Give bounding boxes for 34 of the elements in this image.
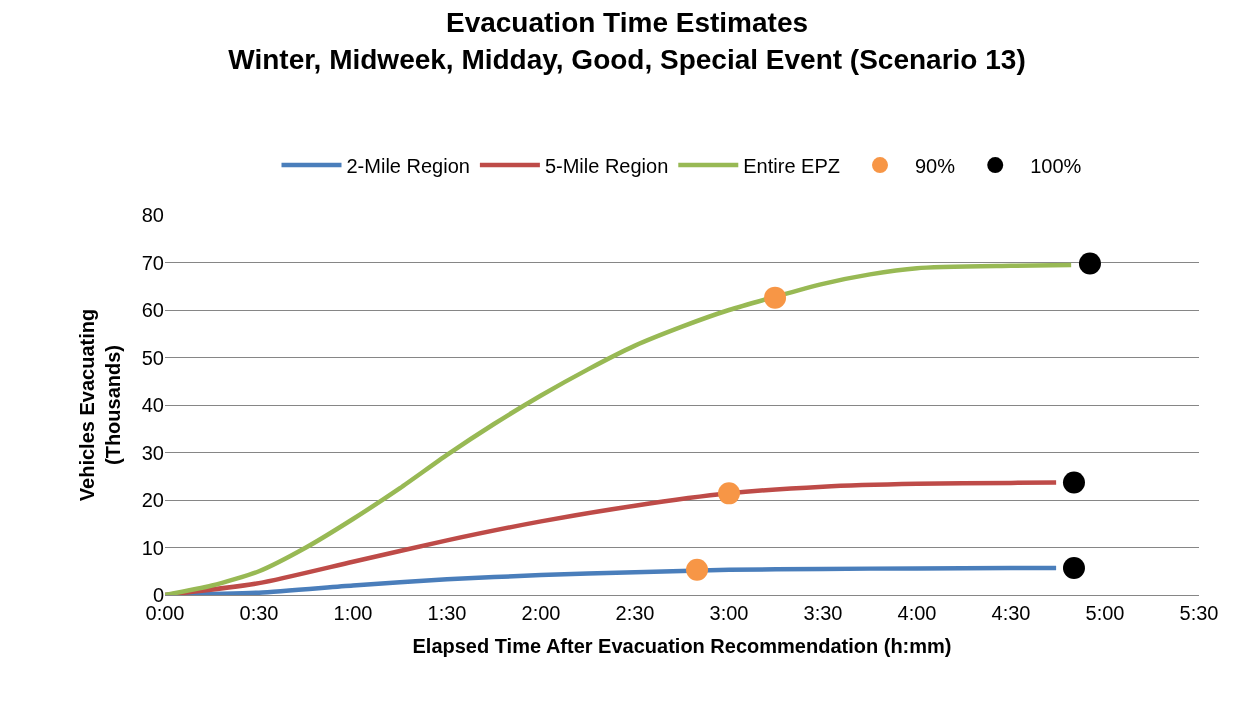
legend-label: 5-Mile Region <box>544 154 669 177</box>
y-tick-label: 30 <box>141 441 164 464</box>
y-tick-label: 80 <box>141 204 164 226</box>
legend-label: 100% <box>1030 154 1082 177</box>
x-tick-label: 0:30 <box>239 602 279 624</box>
x-tick-label: 2:30 <box>615 602 655 624</box>
point <box>1062 556 1085 579</box>
legend-label: Entire EPZ <box>743 154 840 177</box>
point <box>1078 252 1101 275</box>
legend-label: 2-Mile Region <box>346 154 470 177</box>
x-tick-label: 1:30 <box>427 602 467 624</box>
x-tick-label: 3:00 <box>709 602 749 624</box>
point <box>718 482 740 505</box>
y-tick-label: 20 <box>141 489 164 511</box>
x-tick-label: 5:00 <box>1085 602 1125 624</box>
x-axis-title: Elapsed Time After Evacuation Recommendation (h:mm) <box>412 634 952 657</box>
y-tick-label: 10 <box>141 536 164 559</box>
x-tick-label: 4:00 <box>897 602 937 624</box>
point <box>764 286 787 309</box>
y-tick-label: 40 <box>141 394 164 416</box>
x-tick-label: 2:00 <box>521 602 561 624</box>
y-axis-title: Vehicles Evacuating (Thousands) <box>76 308 125 502</box>
x-tick-label: 4:30 <box>991 602 1031 624</box>
y-tick-label: 70 <box>141 251 164 274</box>
x-tick-label: 3:30 <box>803 602 843 624</box>
x-tick-label: 1:00 <box>333 602 373 624</box>
point <box>1062 471 1085 494</box>
legend-label: 90% <box>914 154 956 177</box>
point <box>686 558 709 581</box>
x-tick-label: 5:30 <box>1179 602 1219 624</box>
chart-title: Evacuation Time Estimates Winter, Midweek, Midday, Good, Special Event (Scenario 13) <box>228 7 1026 75</box>
y-tick-label: 50 <box>141 346 164 369</box>
line-series <box>165 262 1074 595</box>
y-tick-label: 60 <box>141 299 164 321</box>
